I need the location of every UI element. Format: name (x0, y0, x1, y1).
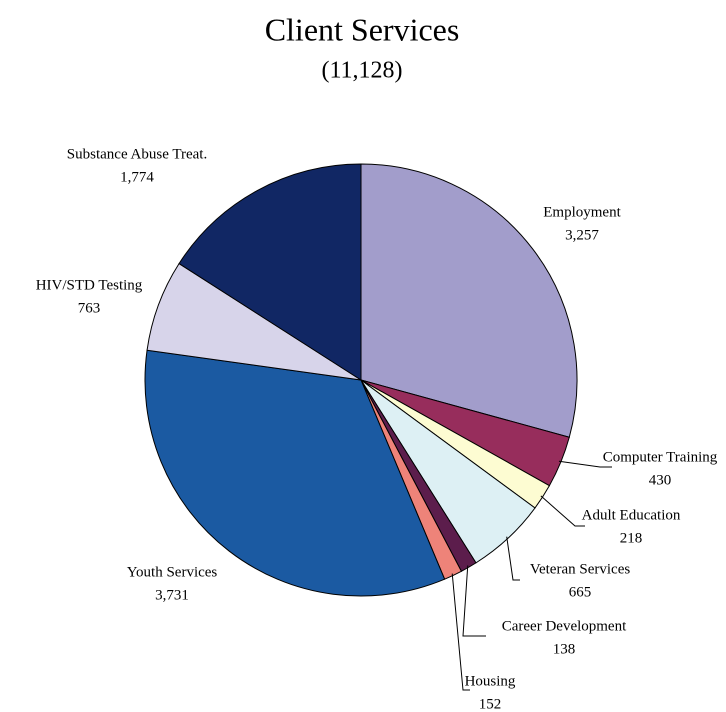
slice-label: Substance Abuse Treat. (67, 146, 207, 162)
slice-value: 138 (553, 641, 576, 657)
pie-slice (144, 349, 446, 597)
slice-value: 430 (649, 472, 672, 488)
slice-label: Computer Training (603, 449, 718, 465)
slice-value: 3,731 (155, 587, 189, 603)
pie-slice (178, 163, 362, 381)
chart-title: Client Services (265, 11, 460, 47)
leader-line (540, 495, 585, 527)
slice-value: 3,257 (565, 227, 599, 243)
slice-label: Youth Services (127, 564, 218, 580)
slice-value: 1,774 (120, 169, 154, 185)
pie-slice (360, 163, 578, 438)
leader-line (506, 536, 520, 581)
slice-label: Career Development (502, 618, 627, 634)
slice-label: Veteran Services (530, 561, 631, 577)
slice-value: 763 (78, 300, 101, 316)
slice-label: Housing (465, 673, 516, 689)
leader-line (558, 460, 612, 468)
slice-value: 665 (569, 584, 592, 600)
leader-line (462, 565, 486, 637)
slice-value: 152 (479, 696, 502, 712)
chart-subtitle: (11,128) (321, 58, 402, 84)
leader-line (451, 573, 470, 691)
slice-value: 218 (620, 530, 643, 546)
slice-label: Employment (543, 204, 621, 220)
slice-label: HIV/STD Testing (36, 277, 143, 293)
slice-label: Adult Education (582, 507, 681, 523)
